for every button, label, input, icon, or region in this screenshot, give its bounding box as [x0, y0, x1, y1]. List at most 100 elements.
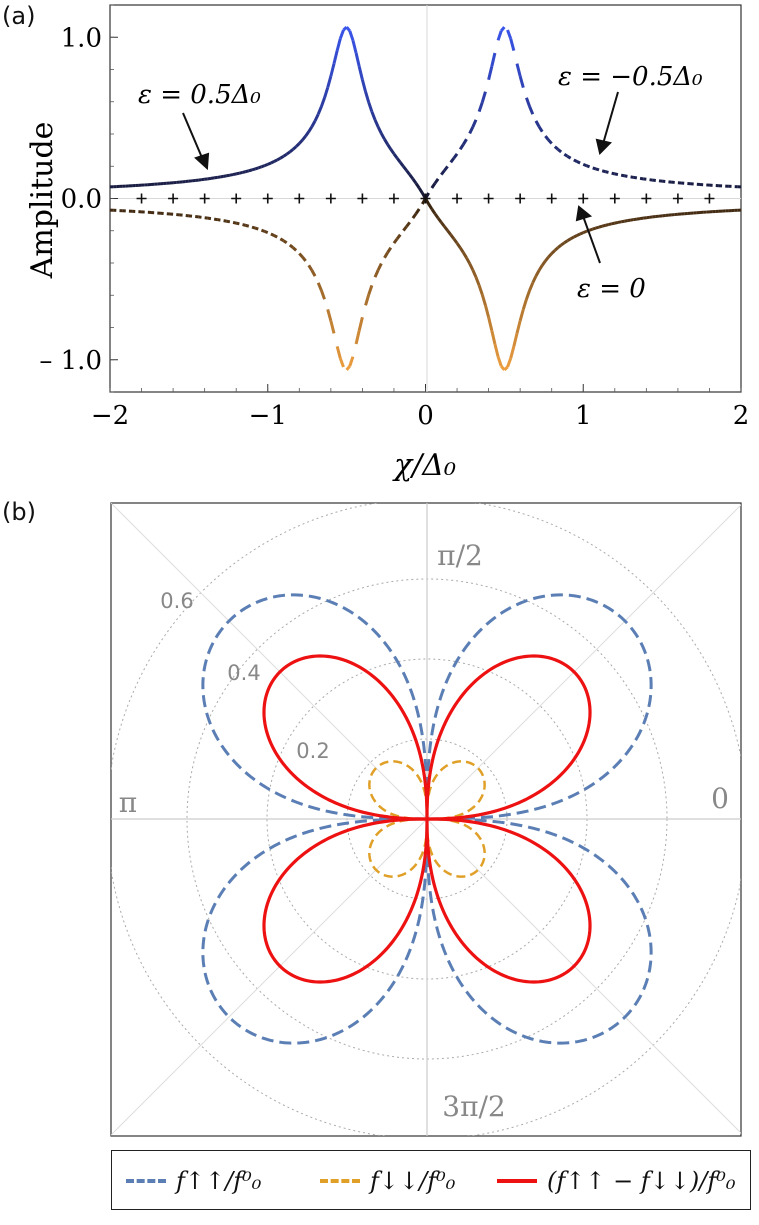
marker-eps-zero [483, 193, 494, 204]
marker-eps-zero [388, 193, 399, 204]
curve-eps-neg-segment [364, 294, 371, 306]
angle-label: π/2 [437, 539, 483, 572]
x-tick-label: 0 [417, 401, 434, 431]
curve-eps-neg-segment [477, 101, 484, 113]
curve-eps-pos-segment [601, 223, 606, 228]
curve-eps-neg-segment [395, 233, 402, 240]
curve-eps-pos-segment [323, 87, 330, 99]
curve-eps-neg-segment [357, 316, 364, 331]
curve-eps-pos-segment [443, 225, 449, 232]
curve-eps-pos-segment [251, 167, 256, 172]
curve-eps-pos-segment [531, 275, 538, 284]
curve-eps-pos-segment [440, 221, 446, 228]
curve-eps-pos-segment [589, 227, 594, 232]
curve-eps-neg-segment [414, 208, 421, 215]
curve-eps-neg-segment [270, 232, 275, 237]
curve-eps-pos-segment [595, 225, 600, 230]
curve-eps-neg-segment [462, 138, 468, 146]
curve-eps-pos-segment [360, 79, 368, 93]
curve-eps-pos-segment [405, 169, 411, 176]
curve-eps-neg-segment [338, 357, 345, 368]
curve-eps-pos-segment [242, 170, 247, 174]
curve-eps-pos-segment [392, 152, 399, 160]
curve-eps-pos-segment [563, 239, 569, 245]
curve-eps-neg-segment [487, 66, 494, 81]
curve-eps-pos-segment [566, 237, 572, 242]
curve-eps-neg-segment [307, 264, 314, 272]
curve-eps-pos-segment [408, 173, 415, 180]
curve-eps-neg-segment [298, 252, 304, 258]
curve-eps-pos-segment [295, 142, 301, 148]
curve-eps-pos-segment [474, 276, 481, 286]
curve-eps-pos-segment [623, 219, 628, 223]
curve-eps-pos-segment [537, 264, 544, 272]
curve-eps-pos-segment [376, 126, 383, 135]
curve-eps-pos-segment [611, 221, 616, 226]
curve-eps-neg-segment [319, 289, 326, 300]
polar-curve-diff [262, 654, 592, 984]
curve-eps-pos-segment [557, 243, 563, 249]
curve-eps-pos-segment [436, 217, 443, 224]
x-tick-label: −2 [91, 401, 129, 431]
curve-eps-pos-segment [417, 187, 424, 194]
curve-eps-neg-segment [367, 284, 374, 296]
marker-eps-zero [515, 193, 526, 204]
curve-eps-pos-segment [446, 229, 452, 236]
curve-eps-pos-segment [465, 257, 471, 265]
curve-eps-pos-segment [335, 38, 342, 51]
curve-eps-pos-segment [395, 157, 402, 164]
curve-eps-pos-segment [399, 161, 405, 168]
curve-eps-pos-segment [386, 143, 393, 151]
curve-eps-pos-segment [364, 91, 371, 103]
curve-eps-neg-segment [458, 143, 465, 151]
marker-eps-zero [231, 193, 242, 204]
curve-eps-pos-segment [515, 320, 522, 334]
marker-eps-zero [325, 193, 336, 204]
curve-eps-neg-segment [614, 172, 619, 177]
curve-eps-pos-segment [614, 220, 619, 225]
marker-eps-zero [452, 193, 463, 204]
curve-eps-neg-segment [264, 229, 269, 235]
curve-eps-neg-segment [566, 155, 572, 160]
curve-eps-neg-segment [604, 170, 609, 174]
curve-eps-pos-segment [389, 148, 396, 155]
curve-eps-pos-segment [452, 237, 459, 245]
curve-eps-pos-segment [239, 170, 243, 175]
angle-label: 3π/2 [442, 1090, 505, 1123]
curve-eps-neg-segment [496, 30, 503, 41]
annotation-eps-pos: ε = 0.5Δ₀ [138, 80, 261, 110]
legend-item-down: f↓↓/f⁰₀ [320, 1151, 455, 1211]
curve-eps-pos-segment [304, 130, 310, 137]
curve-eps-neg-segment [301, 256, 307, 262]
curve-eps-neg-segment [557, 148, 563, 154]
marker-eps-zero [199, 193, 210, 204]
curve-eps-pos-segment [260, 164, 266, 169]
curve-eps-neg-segment [345, 365, 351, 371]
curve-eps-neg-segment [223, 219, 228, 223]
curve-eps-pos-segment [351, 39, 358, 54]
curve-eps-pos-segment [582, 229, 587, 235]
curve-eps-neg-segment [232, 220, 237, 225]
curve-eps-pos-segment [232, 172, 237, 177]
curve-eps-pos-segment [285, 150, 291, 156]
curve-eps-pos-segment [512, 333, 519, 347]
curve-eps-pos-segment [310, 120, 317, 128]
angle-label: π [119, 786, 137, 819]
curve-eps-neg-segment [528, 106, 535, 115]
curve-eps-pos-segment [455, 242, 462, 249]
curve-eps-pos-segment [264, 162, 269, 168]
curve-eps-pos-segment [229, 173, 234, 177]
curve-eps-neg-segment [326, 308, 333, 322]
curve-eps-neg-segment [260, 228, 266, 233]
curve-eps-pos-segment [493, 343, 500, 358]
curve-eps-pos-segment [525, 289, 532, 300]
curve-eps-neg-segment [623, 174, 628, 178]
curve-eps-neg-segment [576, 160, 581, 165]
panel-a-label: (a) [2, 2, 36, 30]
marker-eps-zero [294, 193, 305, 204]
curve-eps-pos-segment [267, 161, 272, 166]
curve-eps-neg-segment [245, 223, 250, 228]
curve-eps-neg-segment [630, 175, 634, 179]
curve-eps-neg-segment [585, 164, 591, 169]
curve-eps-pos-segment [357, 66, 364, 81]
